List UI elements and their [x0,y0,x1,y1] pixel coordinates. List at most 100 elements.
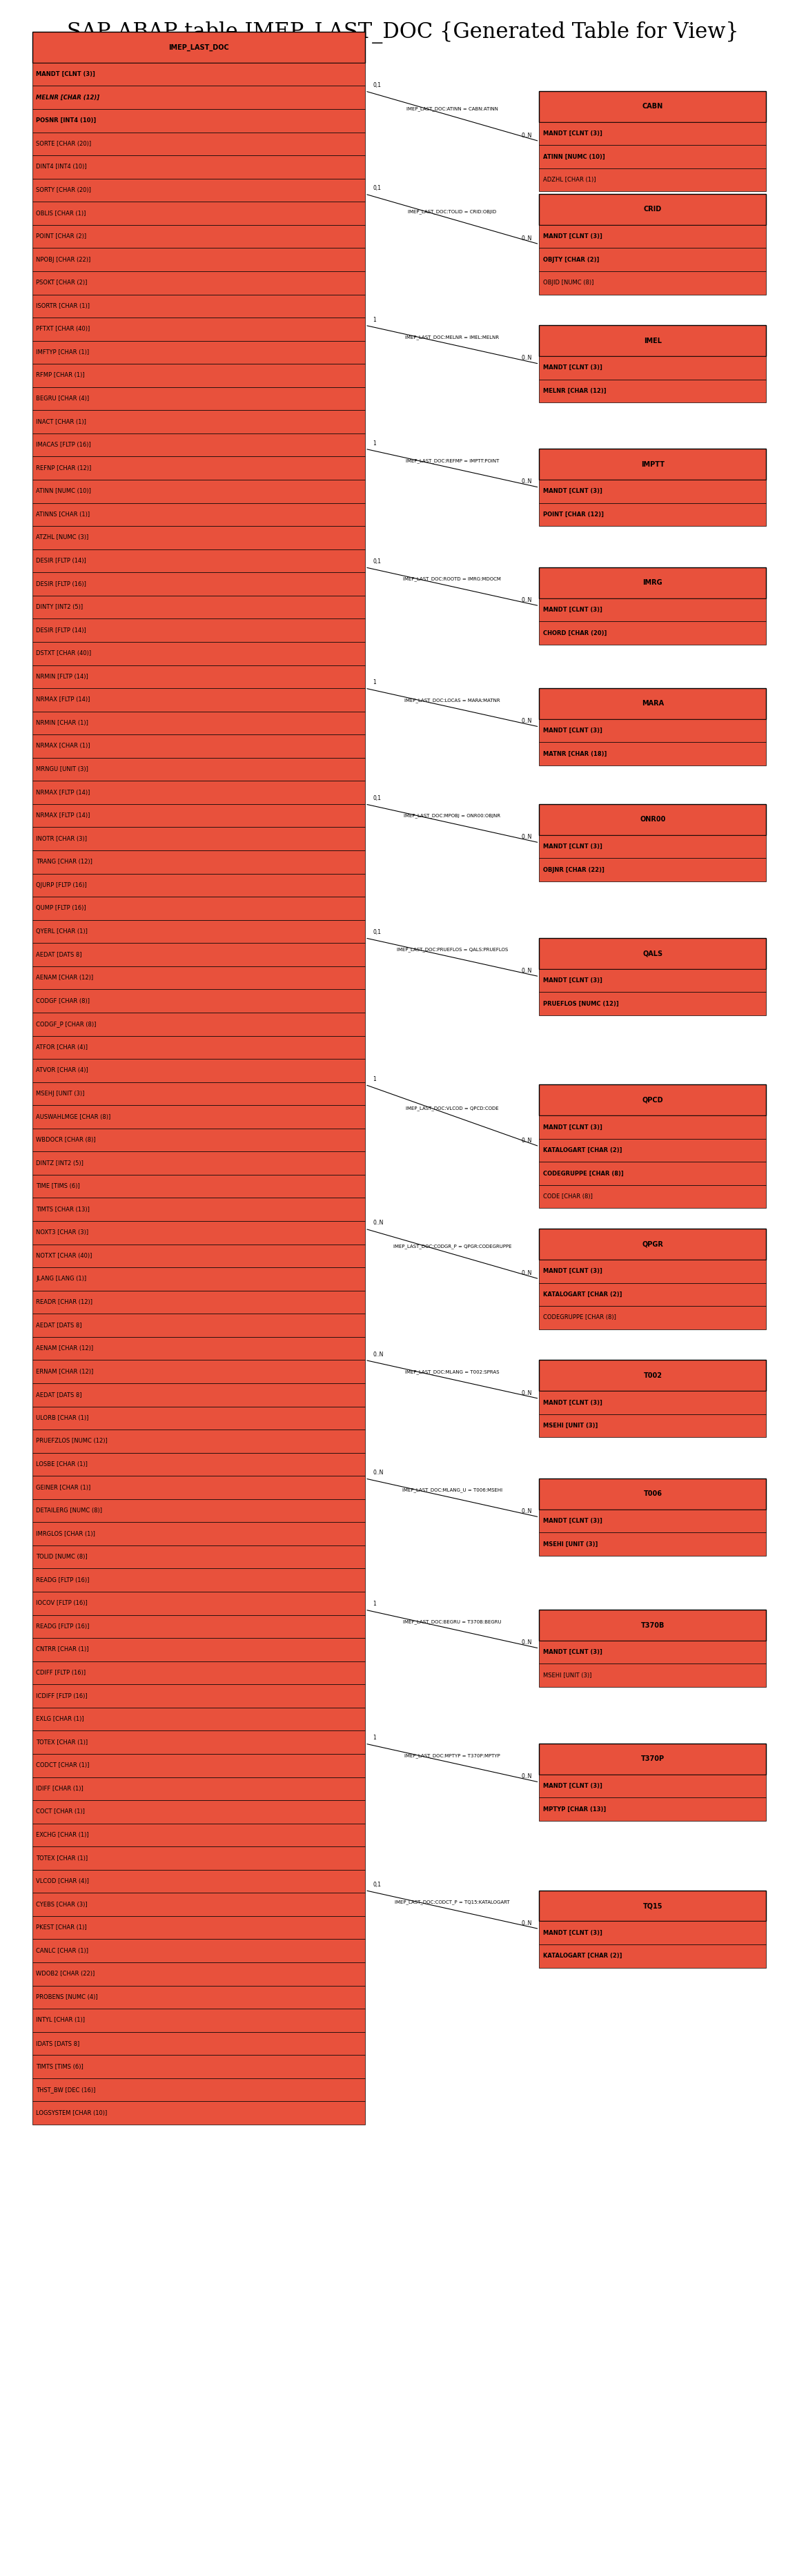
FancyBboxPatch shape [32,1870,365,1893]
Text: CNTRR [CHAR (1)]: CNTRR [CHAR (1)] [36,1646,89,1654]
Text: CABN: CABN [642,103,663,111]
FancyBboxPatch shape [539,355,767,379]
Text: ATZHL [NUMC (3)]: ATZHL [NUMC (3)] [36,536,89,541]
Text: MELNR [CHAR (12)]: MELNR [CHAR (12)] [543,389,606,394]
FancyBboxPatch shape [32,526,365,549]
Text: MANDT [CLNT (3)]: MANDT [CLNT (3)] [543,726,602,734]
Text: MANDT [CLNT (3)]: MANDT [CLNT (3)] [543,1267,602,1275]
Text: MANDT [CLNT (3)]: MANDT [CLNT (3)] [543,1123,602,1131]
Text: MANDT [CLNT (3)]: MANDT [CLNT (3)] [36,72,95,77]
Text: MSEHI [UNIT (3)]: MSEHI [UNIT (3)] [543,1672,592,1680]
Text: IMEP_LAST_DOC:TOLID = CRID:OBJID: IMEP_LAST_DOC:TOLID = CRID:OBJID [408,209,496,214]
Text: DESIR [FLTP (14)]: DESIR [FLTP (14)] [36,626,86,634]
FancyBboxPatch shape [539,835,767,858]
Text: MANDT [CLNT (3)]: MANDT [CLNT (3)] [543,1929,602,1937]
FancyBboxPatch shape [32,1754,365,1777]
Text: OBJNR [CHAR (22)]: OBJNR [CHAR (22)] [543,866,604,873]
Text: 0..N: 0..N [521,1772,532,1780]
Text: MANDT [CLNT (3)]: MANDT [CLNT (3)] [543,366,602,371]
Text: QUMP [FLTP (16)]: QUMP [FLTP (16)] [36,904,86,912]
Text: WBDOCR [CHAR (8)]: WBDOCR [CHAR (8)] [36,1136,96,1144]
Text: TOTEX [CHAR (1)]: TOTEX [CHAR (1)] [36,1739,88,1747]
FancyBboxPatch shape [32,1777,365,1801]
Text: IMEP_LAST_DOC:MPTYP = T370P:MPTYP: IMEP_LAST_DOC:MPTYP = T370P:MPTYP [405,1754,500,1757]
FancyBboxPatch shape [32,1360,365,1383]
FancyBboxPatch shape [32,1708,365,1731]
FancyBboxPatch shape [539,992,767,1015]
Text: ATINN [NUMC (10)]: ATINN [NUMC (10)] [36,489,91,495]
FancyBboxPatch shape [32,873,365,896]
Text: IMEP_LAST_DOC:MLANG = T002:SPRAS: IMEP_LAST_DOC:MLANG = T002:SPRAS [405,1370,499,1373]
Text: PFTXT [CHAR (40)]: PFTXT [CHAR (40)] [36,327,90,332]
FancyBboxPatch shape [32,294,365,317]
FancyBboxPatch shape [32,131,365,155]
FancyBboxPatch shape [539,688,767,719]
FancyBboxPatch shape [32,479,365,502]
FancyBboxPatch shape [32,31,365,62]
Text: TQ15: TQ15 [643,1901,663,1909]
Text: KATALOGART [CHAR (2)]: KATALOGART [CHAR (2)] [543,1291,622,1298]
FancyBboxPatch shape [32,966,365,989]
FancyBboxPatch shape [32,1036,365,1059]
FancyBboxPatch shape [32,1291,365,1314]
FancyBboxPatch shape [32,920,365,943]
FancyBboxPatch shape [539,598,767,621]
Text: AEDAT [DATS 8]: AEDAT [DATS 8] [36,951,82,958]
Text: 0,1: 0,1 [372,559,381,564]
FancyBboxPatch shape [539,1891,767,1922]
Text: 0..N: 0..N [521,479,532,484]
Text: CYEBS [CHAR (3)]: CYEBS [CHAR (3)] [36,1901,88,1909]
Text: AEDAT [DATS 8]: AEDAT [DATS 8] [36,1391,82,1399]
Text: KATALOGART [CHAR (2)]: KATALOGART [CHAR (2)] [543,1953,622,1960]
Text: MANDT [CLNT (3)]: MANDT [CLNT (3)] [543,1399,602,1406]
Text: INOTR [CHAR (3)]: INOTR [CHAR (3)] [36,835,87,842]
FancyBboxPatch shape [32,1314,365,1337]
Text: POINT [CHAR (12)]: POINT [CHAR (12)] [543,513,604,518]
Text: 0..N: 0..N [521,1510,532,1515]
FancyBboxPatch shape [539,1664,767,1687]
FancyBboxPatch shape [32,734,365,757]
FancyBboxPatch shape [32,1151,365,1175]
Text: 1: 1 [372,680,376,685]
Text: IMEP_LAST_DOC:MLANG_U = T006:MSEHI: IMEP_LAST_DOC:MLANG_U = T006:MSEHI [402,1489,502,1492]
FancyBboxPatch shape [539,193,767,224]
Text: OBJID [NUMC (8)]: OBJID [NUMC (8)] [543,281,594,286]
Text: RFMP [CHAR (1)]: RFMP [CHAR (1)] [36,374,85,379]
Text: LOSBE [CHAR (1)]: LOSBE [CHAR (1)] [36,1461,88,1468]
Text: IMRG: IMRG [643,580,663,587]
Text: IMEP_LAST_DOC:MELNR = IMEL:MELNR: IMEP_LAST_DOC:MELNR = IMEL:MELNR [405,335,499,340]
Text: MSEHI [UNIT (3)]: MSEHI [UNIT (3)] [543,1422,598,1430]
FancyBboxPatch shape [32,178,365,201]
Text: MARA: MARA [642,701,664,708]
FancyBboxPatch shape [539,1306,767,1329]
FancyBboxPatch shape [32,757,365,781]
FancyBboxPatch shape [32,1824,365,1847]
FancyBboxPatch shape [32,247,365,270]
Text: T370B: T370B [641,1623,665,1628]
Text: T370P: T370P [641,1757,664,1762]
FancyBboxPatch shape [539,1775,767,1798]
FancyBboxPatch shape [32,1012,365,1036]
Text: MRNGU [UNIT (3)]: MRNGU [UNIT (3)] [36,765,89,773]
FancyBboxPatch shape [539,1260,767,1283]
FancyBboxPatch shape [539,1414,767,1437]
Text: OBLIS [CHAR (1)]: OBLIS [CHAR (1)] [36,211,86,216]
Text: IMEP_LAST_DOC: IMEP_LAST_DOC [168,44,229,52]
Text: CODEGRUPPE [CHAR (8)]: CODEGRUPPE [CHAR (8)] [543,1170,624,1177]
Text: KATALOGART [CHAR (2)]: KATALOGART [CHAR (2)] [543,1146,622,1154]
Text: DESIR [FLTP (14)]: DESIR [FLTP (14)] [36,559,86,564]
Text: MANDT [CLNT (3)]: MANDT [CLNT (3)] [543,234,602,240]
Text: 0,1: 0,1 [372,185,381,191]
FancyBboxPatch shape [539,1185,767,1208]
FancyBboxPatch shape [32,62,365,85]
Text: PROBENS [NUMC (4)]: PROBENS [NUMC (4)] [36,1994,98,2002]
Text: NRMAX [FLTP (14)]: NRMAX [FLTP (14)] [36,788,90,796]
Text: AENAM [CHAR (12)]: AENAM [CHAR (12)] [36,974,93,981]
FancyBboxPatch shape [32,1546,365,1569]
Text: PKEST [CHAR (1)]: PKEST [CHAR (1)] [36,1924,87,1932]
Text: READG [FLTP (16)]: READG [FLTP (16)] [36,1623,89,1631]
FancyBboxPatch shape [539,90,767,121]
Text: GEINER [CHAR (1)]: GEINER [CHAR (1)] [36,1484,90,1492]
FancyBboxPatch shape [32,549,365,572]
Text: VLCOD [CHAR (4)]: VLCOD [CHAR (4)] [36,1878,89,1886]
